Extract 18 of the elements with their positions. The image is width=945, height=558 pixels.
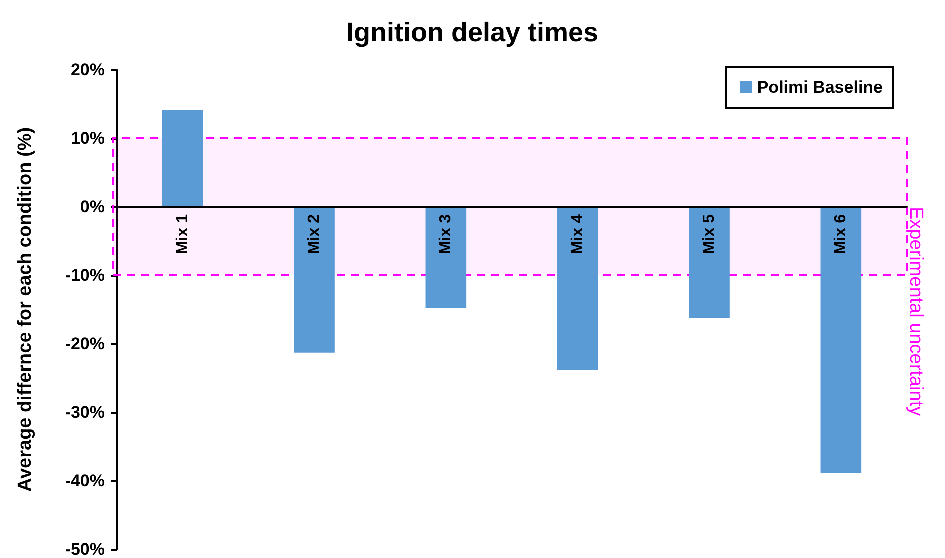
x-tick-label: Mix 2 xyxy=(306,214,323,255)
x-tick-label: Mix 4 xyxy=(569,214,586,255)
y-tick-label: -10% xyxy=(65,266,105,285)
y-tick-label: -20% xyxy=(65,334,105,354)
y-tick-label: -50% xyxy=(65,540,105,558)
y-tick-label: -40% xyxy=(65,472,105,490)
y-tick-label: 0% xyxy=(80,198,105,216)
x-tick-label: Mix 1 xyxy=(174,214,192,255)
chart-title: Ignition delay times xyxy=(346,18,599,48)
x-tick-label: Mix 6 xyxy=(832,214,850,255)
y-tick-label: -30% xyxy=(65,403,105,422)
y-tick-label: 20% xyxy=(70,60,105,80)
band-label: Experimental uncertainty xyxy=(906,207,926,417)
x-tick-label: Mix 5 xyxy=(701,214,718,255)
y-tick-label: 10% xyxy=(70,129,105,148)
legend-label: Polimi Baseline xyxy=(757,78,884,97)
y-axis-title: Average differnce for each condition (%) xyxy=(15,127,36,492)
x-tick-label: Mix 3 xyxy=(438,214,455,255)
